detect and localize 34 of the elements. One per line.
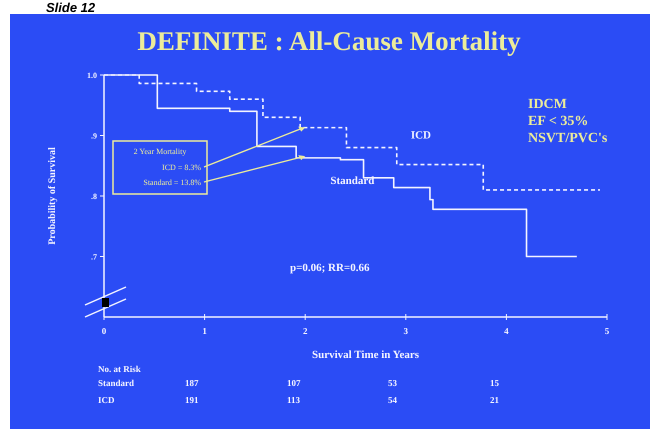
text: 53 bbox=[388, 378, 398, 388]
text: 107 bbox=[287, 378, 301, 388]
y-axis-title: Probability of Survival bbox=[47, 146, 58, 245]
x-tick-label: 0 bbox=[102, 326, 107, 336]
y-tick-label: 1.0 bbox=[87, 71, 97, 80]
text: Slide 12 bbox=[46, 0, 96, 15]
text: 54 bbox=[388, 395, 398, 405]
x-tick-label: 4 bbox=[504, 326, 510, 336]
annotation: 2 Year Mortality bbox=[134, 147, 186, 156]
annotation: EF < 35% bbox=[528, 114, 588, 129]
series-label: ICD bbox=[410, 130, 432, 142]
text: 191 bbox=[185, 395, 199, 405]
x-tick-label: 1 bbox=[202, 326, 208, 336]
x-axis-title: Survival Time in Years bbox=[312, 349, 420, 361]
text: No. at Risk bbox=[98, 364, 141, 374]
x-tick-label: 2 bbox=[302, 326, 308, 336]
chart-title: DEFINITE : All-Cause Mortality bbox=[137, 26, 522, 56]
annotation: IDCM bbox=[528, 97, 567, 112]
annotation: Standard = 13.8% bbox=[143, 178, 202, 187]
y-tick-label: .9 bbox=[91, 132, 97, 140]
series-label: Standard bbox=[330, 174, 374, 187]
x-tick-label: 3 bbox=[404, 326, 409, 336]
annotation: NSVT/PVC's bbox=[528, 131, 608, 146]
y-tick-label: .8 bbox=[91, 192, 97, 201]
text: 187 bbox=[185, 378, 199, 388]
text: Standard bbox=[98, 378, 134, 388]
y-tick-label: .7 bbox=[91, 252, 97, 262]
text: 15 bbox=[490, 378, 500, 388]
annotation: p=0.06; RR=0.66 bbox=[290, 262, 370, 274]
text: 113 bbox=[287, 395, 301, 405]
annotation: ICD = 8.3% bbox=[162, 163, 202, 172]
text: 21 bbox=[490, 395, 500, 405]
x-tick-label: 5 bbox=[604, 326, 610, 336]
text: ICD bbox=[98, 395, 115, 405]
